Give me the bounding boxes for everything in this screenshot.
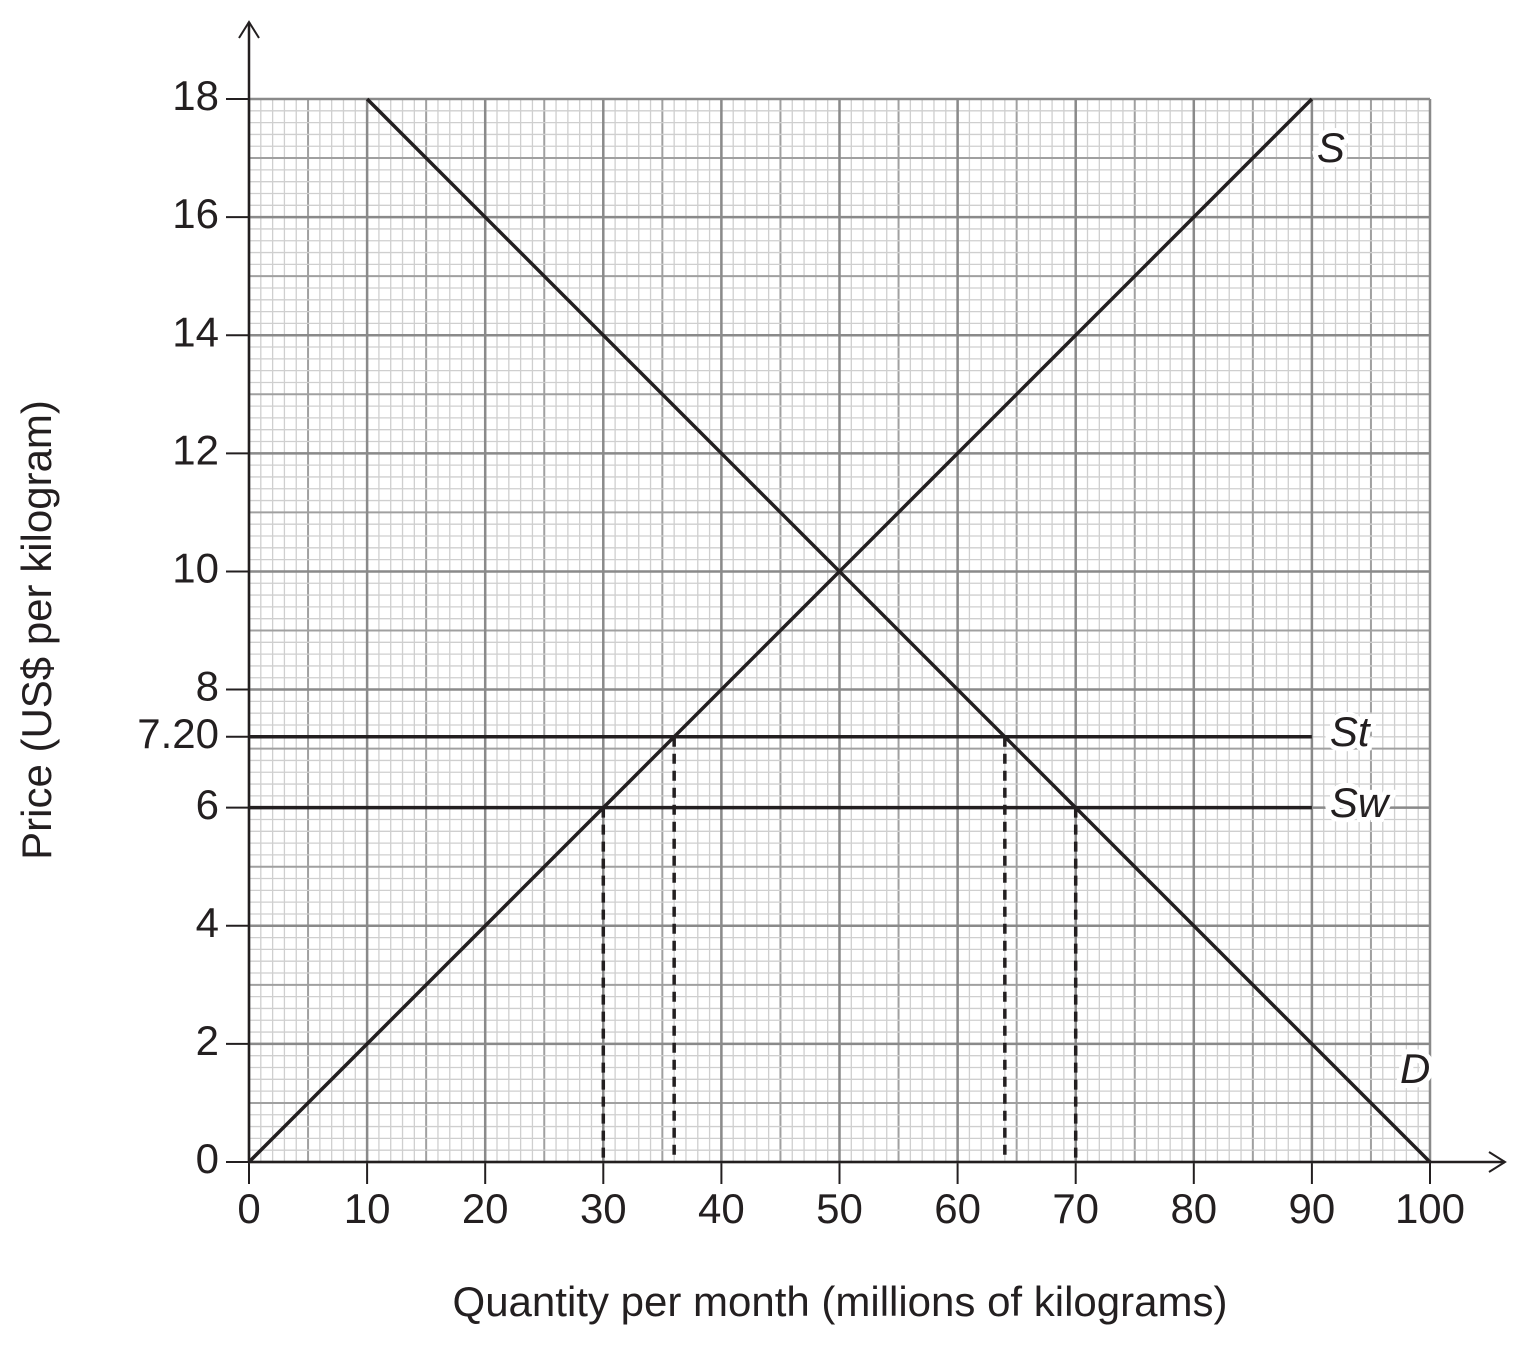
x-tick-label: 70 xyxy=(1052,1185,1099,1232)
y-tick-label: 2 xyxy=(196,1017,219,1064)
series-label: St xyxy=(1330,708,1372,755)
x-tick-label: 10 xyxy=(344,1185,391,1232)
x-tick-label: 40 xyxy=(698,1185,745,1232)
x-axis-arrow xyxy=(1488,1151,1507,1173)
series-label: Sw xyxy=(1330,779,1391,826)
x-tick-label: 100 xyxy=(1395,1185,1465,1232)
y-tick-label: 4 xyxy=(196,899,219,946)
x-axis-title: Quantity per month (millions of kilogram… xyxy=(453,1278,1228,1325)
x-tick-label: 50 xyxy=(816,1185,863,1232)
y-tick-label: 10 xyxy=(172,545,219,592)
x-tick-label: 20 xyxy=(462,1185,509,1232)
y-tick-label: 18 xyxy=(172,72,219,119)
x-tick-label: 0 xyxy=(237,1185,260,1232)
y-axis-arrow xyxy=(238,20,260,39)
series-line xyxy=(365,97,1432,1164)
y-tick-label: 12 xyxy=(172,426,219,473)
y-tick-label: 16 xyxy=(172,190,219,237)
y-axis-title: Price (US$ per kilogram) xyxy=(13,400,60,860)
y-tick-label: 0 xyxy=(196,1135,219,1182)
x-tick-label: 30 xyxy=(580,1185,627,1232)
series-label: S xyxy=(1317,124,1345,171)
x-tick-label: 80 xyxy=(1170,1185,1217,1232)
y-tick-label: 8 xyxy=(196,663,219,710)
y-tick-label: 6 xyxy=(196,781,219,828)
x-tick-label: 90 xyxy=(1289,1185,1336,1232)
x-tick-label: 60 xyxy=(934,1185,981,1232)
y-tick-label: 14 xyxy=(172,308,219,355)
series-label: D xyxy=(1400,1045,1430,1092)
series-line xyxy=(247,97,1314,1164)
y-tick-label: 7.20 xyxy=(137,710,219,757)
